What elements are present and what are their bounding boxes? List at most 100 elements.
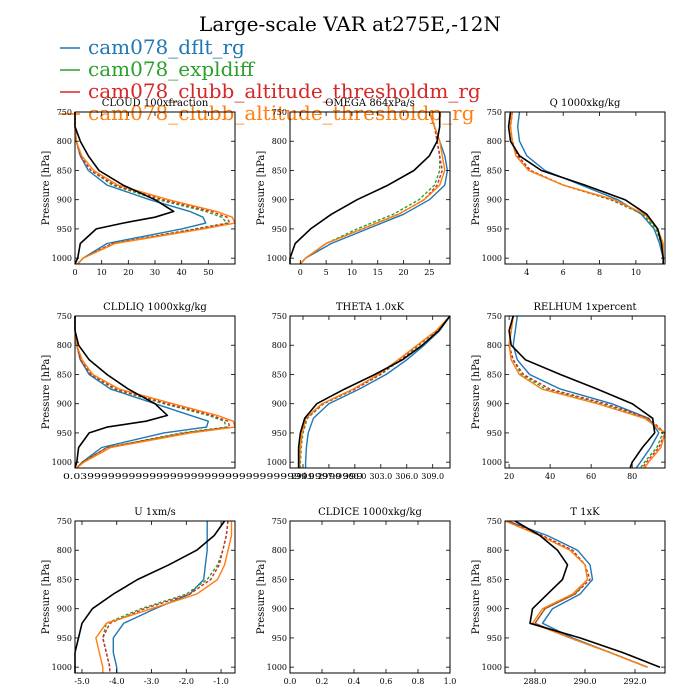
series-line <box>298 315 451 468</box>
y-axis-label: Pressure [hPa] <box>256 560 267 635</box>
y-tick-label: 950 <box>57 429 72 438</box>
x-tick-label: 30 <box>150 268 160 277</box>
panel-title: RELHUM 1xpercent <box>533 302 636 313</box>
x-tick-label-overflow: 0.03999999999999999999999999999999999999… <box>63 472 363 481</box>
chart-panel: CLOUD 100xfraction Pressure [hPa] 750 800 85… <box>41 98 236 277</box>
series-line <box>507 520 648 668</box>
x-tick-label: -3.0 <box>144 677 159 686</box>
y-tick-label: 850 <box>272 370 287 379</box>
obs-series-line <box>74 316 169 469</box>
x-tick-label: 0.6 <box>380 677 393 686</box>
x-tick-label: 288.0 <box>524 677 547 686</box>
y-tick-label: 950 <box>57 634 72 643</box>
y-tick-label: 1000 <box>482 254 502 263</box>
y-tick-label: 850 <box>487 370 502 379</box>
series-line <box>74 316 231 469</box>
y-tick-label: 900 <box>487 400 502 409</box>
x-tick-label: 0 <box>72 268 77 277</box>
x-tick-label: 10 <box>347 268 357 277</box>
y-tick-label: 1000 <box>52 458 72 467</box>
x-tick-label: 0 <box>298 268 303 277</box>
x-tick-label: 20 <box>123 268 133 277</box>
series-line <box>102 520 229 673</box>
y-tick-label: 950 <box>487 225 502 234</box>
panel-title: Q 1000xkg/kg <box>550 98 621 109</box>
x-tick-label: 0.8 <box>412 677 425 686</box>
x-tick-label: 0.4 <box>348 677 361 686</box>
obs-series-line <box>74 520 226 673</box>
x-tick-label: 5 <box>324 268 329 277</box>
y-tick-label: 800 <box>272 546 287 555</box>
y-tick-label: 750 <box>487 312 502 321</box>
y-tick-label: 850 <box>272 166 287 175</box>
y-tick-label: 800 <box>272 341 287 350</box>
plot-frame <box>74 315 236 469</box>
chart-panel: T 1xK Pressure [hPa] 750 800 850 900 950 1000 28… <box>471 507 666 686</box>
plot-frame <box>289 520 451 674</box>
x-tick-label: -1.0 <box>213 677 228 686</box>
series-line <box>509 111 664 264</box>
x-tick-label: 0.0 <box>284 677 297 686</box>
obs-series-line <box>74 112 175 265</box>
y-tick-label: 1000 <box>52 254 72 263</box>
y-axis-label: Pressure [hPa] <box>41 355 52 430</box>
chart-panel: CLDLIQ 1000xkg/kg Pressure [hPa] 750 800 850… <box>41 302 363 481</box>
y-tick-label: 750 <box>487 517 502 526</box>
chart-panel: Q 1000xkg/kg Pressure [hPa] 750 800 850 900 95… <box>471 98 666 277</box>
x-tick-label: 10 <box>631 268 641 277</box>
series-line <box>508 315 666 469</box>
y-tick-label: 750 <box>272 108 287 117</box>
obs-series-line <box>289 112 441 264</box>
series-line <box>512 315 660 469</box>
x-tick-label: 15 <box>373 268 383 277</box>
y-axis-label: Pressure [hPa] <box>471 355 482 430</box>
y-tick-label: 850 <box>57 166 72 175</box>
y-axis-label: Pressure [hPa] <box>256 151 267 226</box>
series-line <box>507 520 648 668</box>
series-line <box>299 111 443 265</box>
x-tick-label: 25 <box>424 268 434 277</box>
legend-label: cam078_clubb_altitude_thresholdm_rg <box>88 79 481 103</box>
x-tick-label: 297.0 <box>317 472 340 481</box>
x-tick-label: -4.0 <box>109 677 124 686</box>
y-axis-label: Pressure [hPa] <box>471 560 482 635</box>
panel-title: T 1xK <box>570 507 600 518</box>
y-tick-label: 800 <box>57 137 72 146</box>
y-tick-label: 800 <box>272 137 287 146</box>
series-line <box>74 316 227 469</box>
y-tick-label: 1000 <box>482 458 502 467</box>
series-line <box>508 315 666 469</box>
plot-frame <box>289 111 451 265</box>
chart-panel: RELHUM 1xpercent Pressure [hPa] 750 800 850 9… <box>471 302 666 481</box>
series-line <box>74 112 236 265</box>
plot-frame <box>289 315 451 469</box>
y-tick-label: 950 <box>272 225 287 234</box>
series-line <box>299 111 449 265</box>
y-tick-label: 800 <box>57 546 72 555</box>
y-tick-label: 850 <box>57 370 72 379</box>
x-tick-label: 306.0 <box>395 472 418 481</box>
y-tick-label: 950 <box>57 225 72 234</box>
series-line <box>74 316 236 469</box>
x-tick-label: 4 <box>524 268 529 277</box>
series-line <box>74 112 231 265</box>
y-tick-label: 900 <box>57 196 72 205</box>
obs-series-line <box>507 111 665 264</box>
y-tick-label: 1000 <box>267 254 287 263</box>
panel-title: CLDLIQ 1000xkg/kg <box>103 302 207 313</box>
chart-panel: OMEGA 864xPa/s Pressure [hPa] 750 800 850 900… <box>256 98 451 277</box>
y-axis-label: Pressure [hPa] <box>41 151 52 226</box>
y-tick-label: 950 <box>487 634 502 643</box>
series-line <box>299 315 451 468</box>
y-tick-label: 1000 <box>52 663 72 672</box>
y-tick-label: 850 <box>487 575 502 584</box>
figure-title: Large-scale VAR at275E,-12N <box>199 12 501 36</box>
y-tick-label: 750 <box>272 517 287 526</box>
x-tick-label: -5.0 <box>74 677 89 686</box>
y-tick-label: 850 <box>272 575 287 584</box>
series-line <box>504 520 648 668</box>
chart-panel: U 1xm/s Pressure [hPa] 750 800 850 900 950 1000… <box>41 507 236 686</box>
x-tick-label: 60 <box>586 472 596 481</box>
y-tick-label: 800 <box>487 546 502 555</box>
x-tick-label: 20 <box>504 472 514 481</box>
